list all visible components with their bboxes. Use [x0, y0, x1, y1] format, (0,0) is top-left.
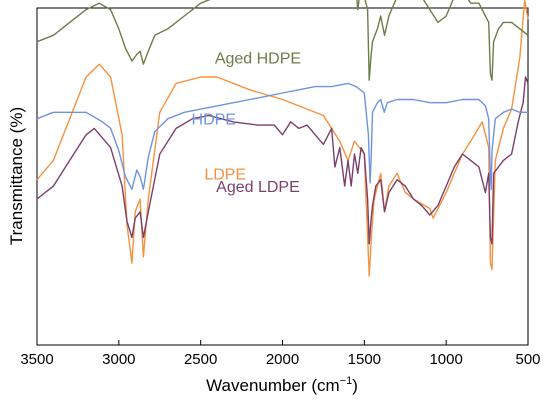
x-axis-title: Wavenumber (cm−1) [206, 375, 358, 395]
x-tick-label: 3000 [102, 351, 135, 368]
series-label-aged-ldpe: Aged LDPE [216, 179, 300, 196]
x-tick-label: 2000 [266, 351, 299, 368]
series-line-hdpe [36, 82, 528, 190]
x-axis-ticks: 3500 3000 2500 2000 1500 1000 500 [20, 340, 541, 368]
series-label-ldpe: LDPE [204, 166, 246, 183]
x-tick-label: 500 [515, 351, 540, 368]
x-tick-label: 1500 [348, 351, 381, 368]
series-label-hdpe: HDPE [192, 112, 236, 129]
x-tick-label: 3500 [20, 351, 53, 368]
series-line-ldpe [36, 0, 529, 277]
series-line-aged-hdpe [36, 0, 529, 81]
series-label-aged-hdpe: Aged HDPE [215, 51, 301, 68]
x-tick-label: 1000 [429, 351, 462, 368]
x-tick-label: 2500 [184, 351, 217, 368]
series-line-aged-ldpe [36, 76, 529, 245]
y-axis-title: Transmittance (%) [7, 107, 26, 245]
